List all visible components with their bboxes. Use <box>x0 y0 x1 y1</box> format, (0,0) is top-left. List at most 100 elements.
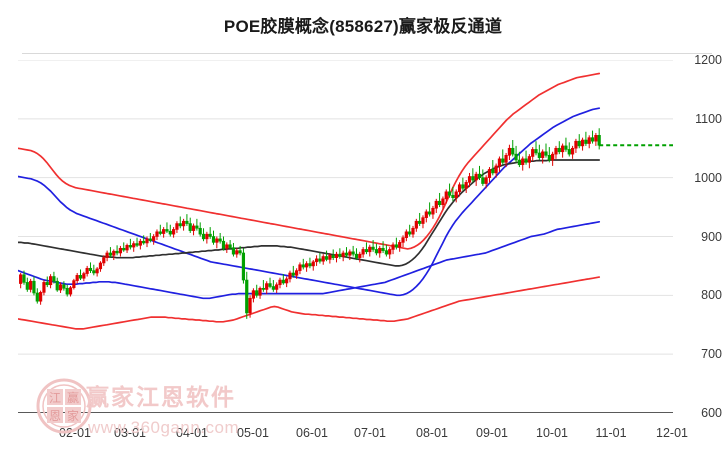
candle-body <box>304 263 309 268</box>
candle-body <box>198 227 202 235</box>
candle-body <box>175 223 179 230</box>
y-axis-tick-label: 1000 <box>694 170 722 185</box>
candle-body <box>85 267 89 274</box>
candle-body <box>195 225 199 229</box>
candle-body <box>514 153 518 161</box>
candle-body <box>584 139 588 144</box>
candle-body <box>265 283 269 290</box>
candle-body <box>268 283 272 287</box>
y-axis-tick-label: 800 <box>701 288 722 303</box>
candle-body <box>477 173 482 178</box>
x-axis-tick-label: 10-01 <box>536 426 568 440</box>
candle-body <box>541 151 545 158</box>
candle-body <box>454 191 458 198</box>
candle-body <box>245 279 249 314</box>
candle-body <box>561 145 565 153</box>
candle-body <box>35 292 39 302</box>
candle-body <box>328 255 332 260</box>
candle-body <box>570 147 575 155</box>
candle-body <box>384 250 389 255</box>
band-lines <box>18 72 601 330</box>
candle-body <box>381 247 385 251</box>
candle-body <box>484 177 488 184</box>
candle-body <box>48 276 53 286</box>
candle-body <box>527 156 531 163</box>
y-axis-tick-label: 1200 <box>694 53 722 67</box>
x-axis-tick-label: 05-01 <box>237 426 269 440</box>
candle-body <box>258 287 262 296</box>
candle-body <box>132 243 136 248</box>
candle-body <box>371 246 375 250</box>
candle-body <box>331 255 335 258</box>
candle-body <box>55 280 59 291</box>
candle-body <box>208 233 212 237</box>
candle-body <box>138 240 142 246</box>
candle-body <box>547 155 551 161</box>
candle-body <box>225 244 229 249</box>
candle-body <box>178 223 182 227</box>
candle-body <box>534 149 538 154</box>
candle-body <box>524 158 528 163</box>
candle-body <box>108 252 113 256</box>
candle-body <box>511 147 515 155</box>
candle-body <box>428 211 432 215</box>
y-axis-tick-label: 1100 <box>695 111 722 126</box>
candle-body <box>491 169 495 174</box>
candle-body <box>494 165 498 174</box>
candle-body <box>235 250 239 255</box>
candle-body <box>401 237 405 243</box>
candle-body <box>238 250 242 254</box>
x-axis-tick-label: 09-01 <box>476 426 508 440</box>
candle-body <box>374 249 379 254</box>
x-axis-tick-label: 02-01 <box>59 426 91 440</box>
y-axis-tick-label: 900 <box>701 229 722 244</box>
x-axis-tick-label: 06-01 <box>296 426 328 440</box>
candle-body <box>275 284 279 290</box>
candle-body <box>32 280 36 294</box>
candle-body <box>152 236 156 241</box>
candle-body <box>551 153 555 161</box>
candle-body <box>92 270 96 274</box>
candle-body <box>457 184 462 193</box>
candle-body <box>398 242 402 248</box>
candle-body <box>135 243 139 246</box>
candle-body <box>142 240 146 244</box>
candle-body <box>221 240 226 249</box>
candle-body <box>557 147 561 153</box>
candle-body <box>25 282 29 290</box>
candle-body <box>95 268 99 274</box>
x-axis-tick-label: 12-01 <box>656 426 688 440</box>
candle-body <box>597 135 601 146</box>
candle-body <box>188 223 192 231</box>
candle-body <box>587 137 591 144</box>
candle-body <box>408 231 412 235</box>
candle-body <box>185 220 189 224</box>
candle-body <box>58 284 63 291</box>
candle-body <box>281 279 285 284</box>
candle-body <box>314 258 319 263</box>
candle-body <box>388 249 392 255</box>
candle-body <box>168 230 172 235</box>
candle-body <box>404 231 408 238</box>
candle-body <box>45 282 49 286</box>
candle-body <box>521 158 525 166</box>
candle-body <box>344 252 349 256</box>
candle-body <box>471 176 475 181</box>
candle-body <box>271 286 275 290</box>
candle-body <box>228 244 232 248</box>
candle-body <box>42 282 46 293</box>
candle-body <box>165 229 169 232</box>
candle-body <box>467 176 472 183</box>
y-axis-tick-label: 700 <box>701 347 722 362</box>
candle-body <box>464 182 468 189</box>
candle-body <box>291 272 295 276</box>
candle-body <box>128 245 132 248</box>
candle-body <box>308 263 312 267</box>
candle-body <box>241 252 246 281</box>
candle-body <box>261 287 265 290</box>
candle-body <box>201 233 206 240</box>
candle-body <box>341 252 345 257</box>
candle-body <box>62 284 66 289</box>
candle-body <box>437 200 442 206</box>
candle-body <box>424 211 428 218</box>
